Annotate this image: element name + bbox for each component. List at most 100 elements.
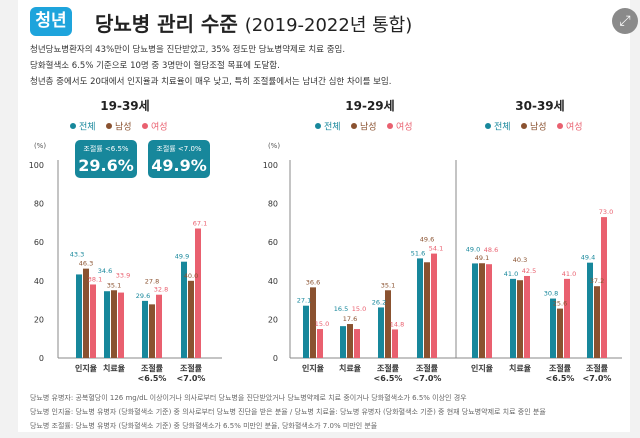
x-tick-label: <6.5% xyxy=(546,374,575,383)
bar xyxy=(479,263,485,358)
legend-marker xyxy=(557,123,563,129)
data-label: 35.1 xyxy=(381,281,395,289)
legend-label: 여성 xyxy=(396,121,413,133)
data-label: 41.0 xyxy=(562,270,576,278)
x-tick-label: 조절률 xyxy=(377,363,400,373)
bar xyxy=(83,268,89,358)
bar xyxy=(486,264,492,358)
x-tick-label: 조절률 xyxy=(180,363,203,373)
y-tick-label: 60 xyxy=(34,238,44,247)
bar xyxy=(517,280,523,358)
legend-marker xyxy=(485,123,491,129)
bar xyxy=(310,287,316,358)
description: 청년당뇨병환자의 43%만이 당뇨병을 진단받았고, 35% 정도만 당뇨병약제… xyxy=(30,42,391,90)
data-label: 30.8 xyxy=(544,290,558,298)
callout-label: 조절률 <7.0% xyxy=(156,145,202,153)
legend-marker xyxy=(106,123,112,129)
y-tick-label: 0 xyxy=(273,354,278,363)
youth-badge: 청년 xyxy=(30,7,72,36)
bar xyxy=(431,253,437,358)
y-tick-label: 0 xyxy=(39,354,44,363)
callout-value: 29.6% xyxy=(78,156,134,175)
chart-title: 30-39세 xyxy=(515,98,564,113)
bar xyxy=(317,329,323,358)
x-tick-label: <6.5% xyxy=(138,374,167,383)
bar xyxy=(142,300,148,358)
x-tick-label: 조절률 xyxy=(586,363,609,373)
data-label: 26.2 xyxy=(372,298,386,306)
data-label: 46.3 xyxy=(79,260,93,268)
data-label: 40.0 xyxy=(184,272,198,280)
bar xyxy=(378,307,384,358)
data-label: 15.0 xyxy=(315,320,329,328)
data-label: 49.1 xyxy=(475,254,489,262)
data-label: 32.8 xyxy=(154,286,168,294)
callout-box xyxy=(75,140,137,178)
bar xyxy=(303,305,309,358)
data-label: 14.8 xyxy=(390,320,404,328)
x-tick-label: 조절률 xyxy=(416,363,439,373)
legend-label: 남성 xyxy=(360,122,377,133)
desc-line: 청년층 중에서도 20대에서 인지율과 치료율이 매우 낮고, 특히 조절률에서… xyxy=(30,77,392,87)
chart-title: 19-29세 xyxy=(345,98,394,113)
title-text: 당뇨병 관리 수준 xyxy=(95,12,238,36)
bar xyxy=(347,324,353,358)
bar xyxy=(111,290,117,358)
legend-label: 여성 xyxy=(151,121,168,133)
data-label: 34.6 xyxy=(98,267,112,275)
y-tick-label: 20 xyxy=(34,315,44,324)
bar xyxy=(90,284,96,358)
data-label: 17.6 xyxy=(343,315,357,323)
bar xyxy=(564,278,570,358)
card xyxy=(18,0,630,432)
legend-label: 남성 xyxy=(115,122,132,133)
bar xyxy=(550,298,556,358)
data-label: 16.5 xyxy=(334,305,348,313)
data-label: 27.8 xyxy=(145,277,159,285)
data-label: 15.0 xyxy=(352,305,366,313)
x-tick-label: 치료율 xyxy=(103,363,126,373)
y-tick-label: 100 xyxy=(29,161,44,170)
x-tick-label: 치료율 xyxy=(509,363,532,373)
bar xyxy=(601,217,607,358)
data-label: 49.0 xyxy=(466,245,480,253)
legend-label: 전체 xyxy=(79,122,96,133)
y-unit-label: (%) xyxy=(34,142,46,150)
y-tick-label: 60 xyxy=(268,238,278,247)
data-label: 25.6 xyxy=(553,300,567,308)
bar xyxy=(392,329,398,358)
expand-icon[interactable]: ⤢ xyxy=(612,8,638,34)
callout-label: 조절률 <6.5% xyxy=(83,145,129,153)
data-label: 48.6 xyxy=(484,246,498,254)
x-tick-label: 인지율 xyxy=(302,363,325,373)
x-tick-label: 인지율 xyxy=(75,363,98,373)
y-tick-label: 20 xyxy=(268,315,278,324)
x-tick-label: <7.0% xyxy=(583,374,612,383)
footnote: 당뇨병 유병자: 공복혈당이 126 mg/dL 이상이거나 의사로부터 당뇨병… xyxy=(30,394,467,402)
legend-label: 전체 xyxy=(494,122,511,133)
bar xyxy=(417,258,423,358)
bar xyxy=(118,292,124,358)
legend-marker xyxy=(142,123,148,129)
legend-marker xyxy=(70,123,76,129)
data-label: 41.0 xyxy=(504,270,518,278)
bar xyxy=(594,286,600,358)
data-label: 29.6 xyxy=(136,292,150,300)
y-tick-label: 40 xyxy=(268,277,278,286)
desc-line: 당화혈색소 6.5% 기준으로 10명 중 3명만이 혈당조절 목표에 도달함. xyxy=(30,61,280,71)
data-label: 43.3 xyxy=(70,250,84,258)
x-tick-label: 치료율 xyxy=(339,363,362,373)
data-label: 49.9 xyxy=(175,253,189,261)
footnote: 당뇨병 인지율: 당뇨병 유병자 (당화혈색소 기준) 중 의사로부터 당뇨병 … xyxy=(30,408,546,416)
bar xyxy=(354,329,360,358)
bar xyxy=(195,228,201,358)
callout-box xyxy=(148,140,210,178)
bar xyxy=(424,262,430,358)
y-tick-label: 40 xyxy=(34,277,44,286)
legend-marker xyxy=(315,123,321,129)
bar xyxy=(149,304,155,358)
x-tick-label: 조절률 xyxy=(549,363,572,373)
data-label: 42.5 xyxy=(522,267,536,275)
bar xyxy=(472,263,478,358)
page-title: 당뇨병 관리 수준 (2019-2022년 통합) xyxy=(95,8,412,37)
